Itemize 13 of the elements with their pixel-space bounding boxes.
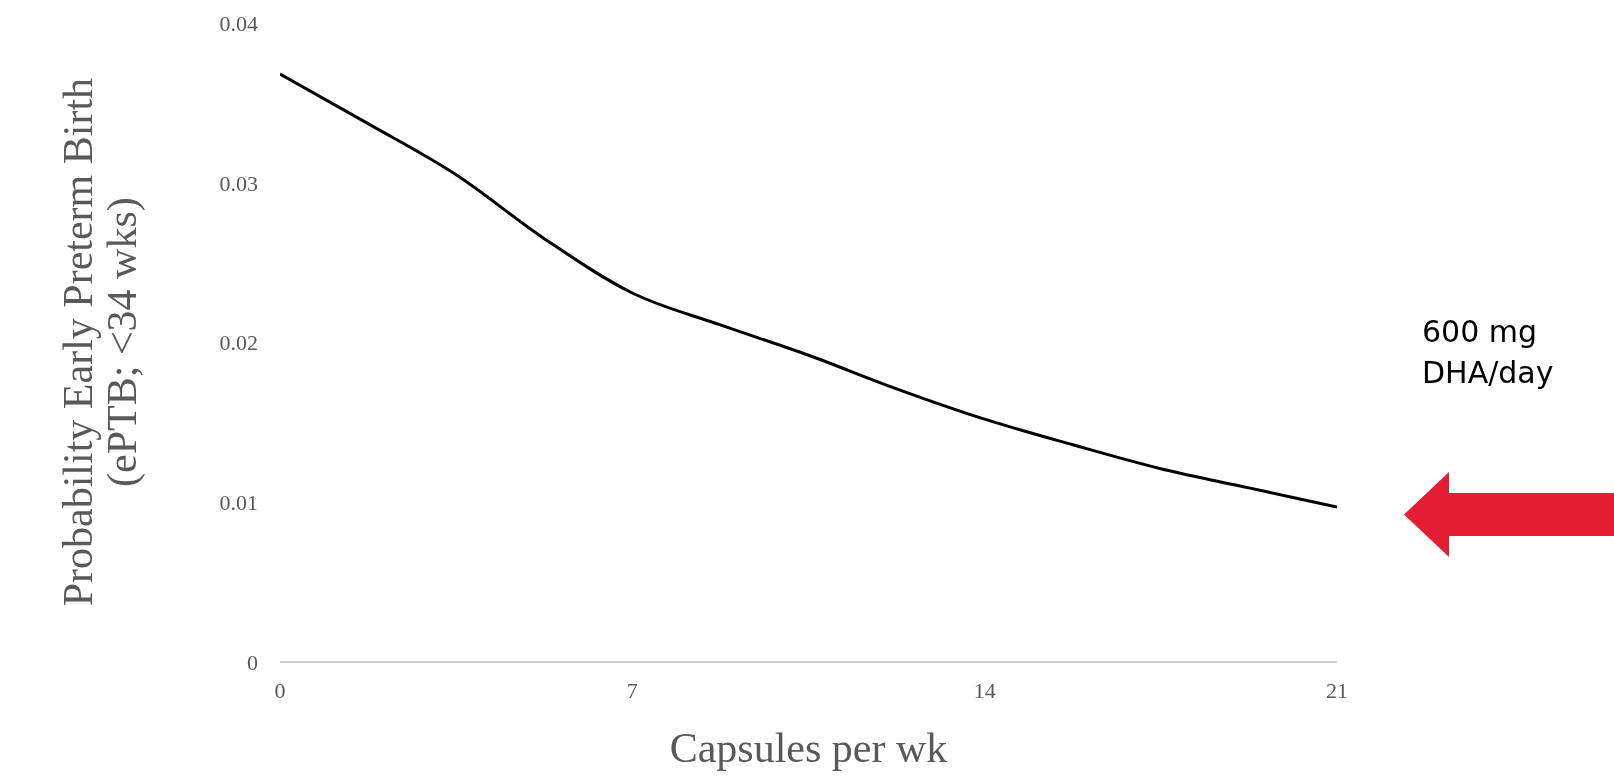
- y-tick-label: 0.03: [219, 170, 258, 196]
- x-tick-label: 7: [626, 677, 638, 703]
- y-axis-title: Probability Early Preterm Birth (ePTB; <34 wks): [54, 78, 145, 607]
- y-tick-label: 0: [247, 649, 258, 675]
- x-tick-label: 14: [973, 677, 996, 703]
- y-tick-label: 0.01: [219, 490, 258, 516]
- y-tick-label: 0.02: [219, 330, 258, 356]
- line-series: [280, 72, 1337, 509]
- x-tick-label: 0: [274, 677, 286, 703]
- x-axis-title: Capsules per wk: [669, 725, 948, 771]
- text: 600 mg DHA/day: [1422, 313, 1555, 392]
- x-tick-label: 21: [1326, 677, 1348, 703]
- y-tick-label: 0.04: [219, 10, 258, 36]
